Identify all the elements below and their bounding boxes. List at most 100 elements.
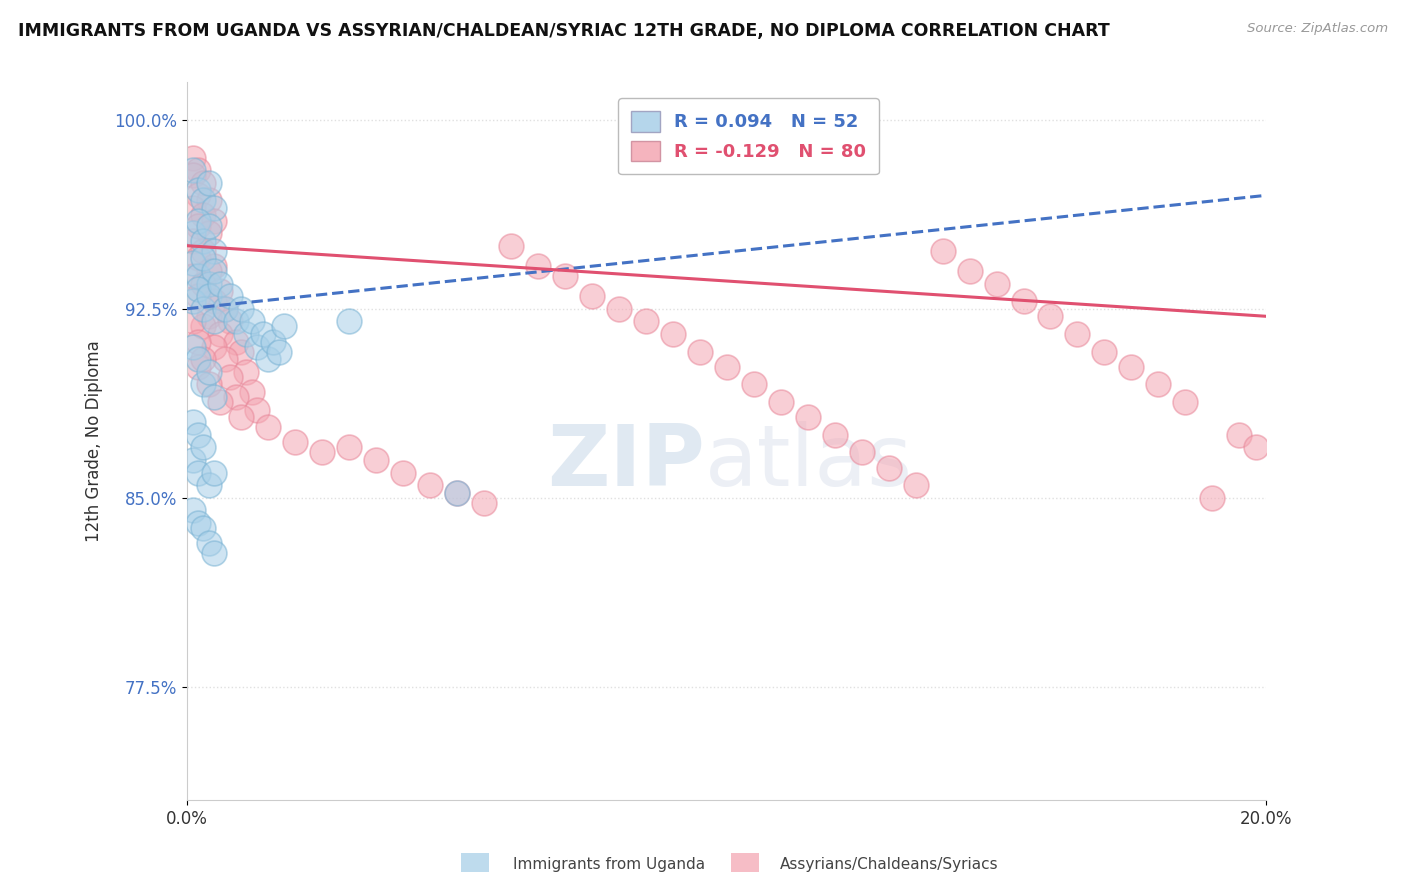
Point — [181, 340, 204, 354]
Point — [187, 516, 209, 530]
Point — [229, 344, 252, 359]
Point — [202, 314, 225, 328]
Point — [337, 441, 360, 455]
Point — [187, 219, 209, 233]
Point — [689, 344, 711, 359]
Point — [607, 301, 630, 316]
Point — [527, 259, 550, 273]
Point — [181, 234, 204, 248]
Point — [181, 226, 204, 240]
Point — [197, 377, 219, 392]
Point — [202, 294, 225, 309]
Point — [1094, 344, 1116, 359]
Point — [311, 445, 333, 459]
Point — [240, 314, 263, 328]
Point — [986, 277, 1008, 291]
Point — [263, 334, 285, 349]
Point — [193, 209, 215, 223]
Point — [187, 252, 209, 266]
Point — [392, 466, 415, 480]
Point — [219, 369, 242, 384]
Point — [716, 359, 738, 374]
Point — [499, 238, 522, 252]
Point — [197, 226, 219, 240]
Point — [257, 352, 280, 367]
Point — [824, 427, 846, 442]
Point — [446, 485, 468, 500]
Point — [202, 340, 225, 354]
Point — [202, 264, 225, 278]
Text: ZIP: ZIP — [547, 421, 706, 504]
Point — [202, 244, 225, 258]
Point — [193, 301, 215, 316]
Point — [193, 194, 215, 208]
Point — [229, 410, 252, 425]
Point — [1012, 294, 1035, 309]
Point — [214, 301, 236, 316]
Point — [419, 478, 441, 492]
Point — [187, 359, 209, 374]
Point — [181, 453, 204, 467]
Point — [193, 244, 215, 258]
Point — [769, 395, 792, 409]
Point — [1147, 377, 1170, 392]
Point — [187, 466, 209, 480]
Legend: R = 0.094   N = 52, R = -0.129   N = 80: R = 0.094 N = 52, R = -0.129 N = 80 — [619, 98, 879, 174]
Text: Immigrants from Uganda: Immigrants from Uganda — [513, 857, 706, 872]
Point — [252, 326, 274, 341]
Point — [472, 496, 495, 510]
Point — [931, 244, 953, 258]
Point — [193, 252, 215, 266]
Point — [181, 163, 204, 178]
Point — [187, 163, 209, 178]
Point — [202, 201, 225, 215]
Point — [581, 289, 603, 303]
Point — [225, 334, 247, 349]
Y-axis label: 12th Grade, No Diploma: 12th Grade, No Diploma — [86, 340, 103, 542]
Point — [273, 319, 295, 334]
Point — [193, 234, 215, 248]
Point — [742, 377, 765, 392]
Point — [197, 176, 219, 190]
Point — [181, 294, 204, 309]
Point — [1121, 359, 1143, 374]
Point — [208, 395, 231, 409]
Point — [181, 503, 204, 517]
Point — [219, 289, 242, 303]
Point — [877, 460, 900, 475]
Point — [337, 314, 360, 328]
Point — [197, 194, 219, 208]
Point — [257, 420, 280, 434]
Point — [197, 219, 219, 233]
Point — [181, 256, 204, 270]
Point — [1244, 441, 1267, 455]
Point — [181, 168, 204, 182]
Point — [1174, 395, 1197, 409]
Point — [187, 282, 209, 296]
Point — [634, 314, 657, 328]
Point — [219, 314, 242, 328]
Point — [193, 521, 215, 535]
Point — [225, 314, 247, 328]
Point — [246, 402, 269, 417]
Point — [1201, 491, 1223, 505]
Point — [202, 259, 225, 273]
Point — [181, 151, 204, 165]
Point — [181, 268, 204, 283]
Point — [208, 277, 231, 291]
Point — [284, 435, 307, 450]
Point — [197, 264, 219, 278]
Point — [193, 441, 215, 455]
Text: Source: ZipAtlas.com: Source: ZipAtlas.com — [1247, 22, 1388, 36]
Point — [187, 334, 209, 349]
Point — [214, 301, 236, 316]
Point — [202, 213, 225, 227]
Point — [193, 319, 215, 334]
Point — [197, 536, 219, 550]
Point — [181, 314, 204, 328]
Point — [267, 344, 290, 359]
Point — [181, 201, 204, 215]
Point — [229, 301, 252, 316]
Point — [208, 284, 231, 298]
Point — [193, 377, 215, 392]
